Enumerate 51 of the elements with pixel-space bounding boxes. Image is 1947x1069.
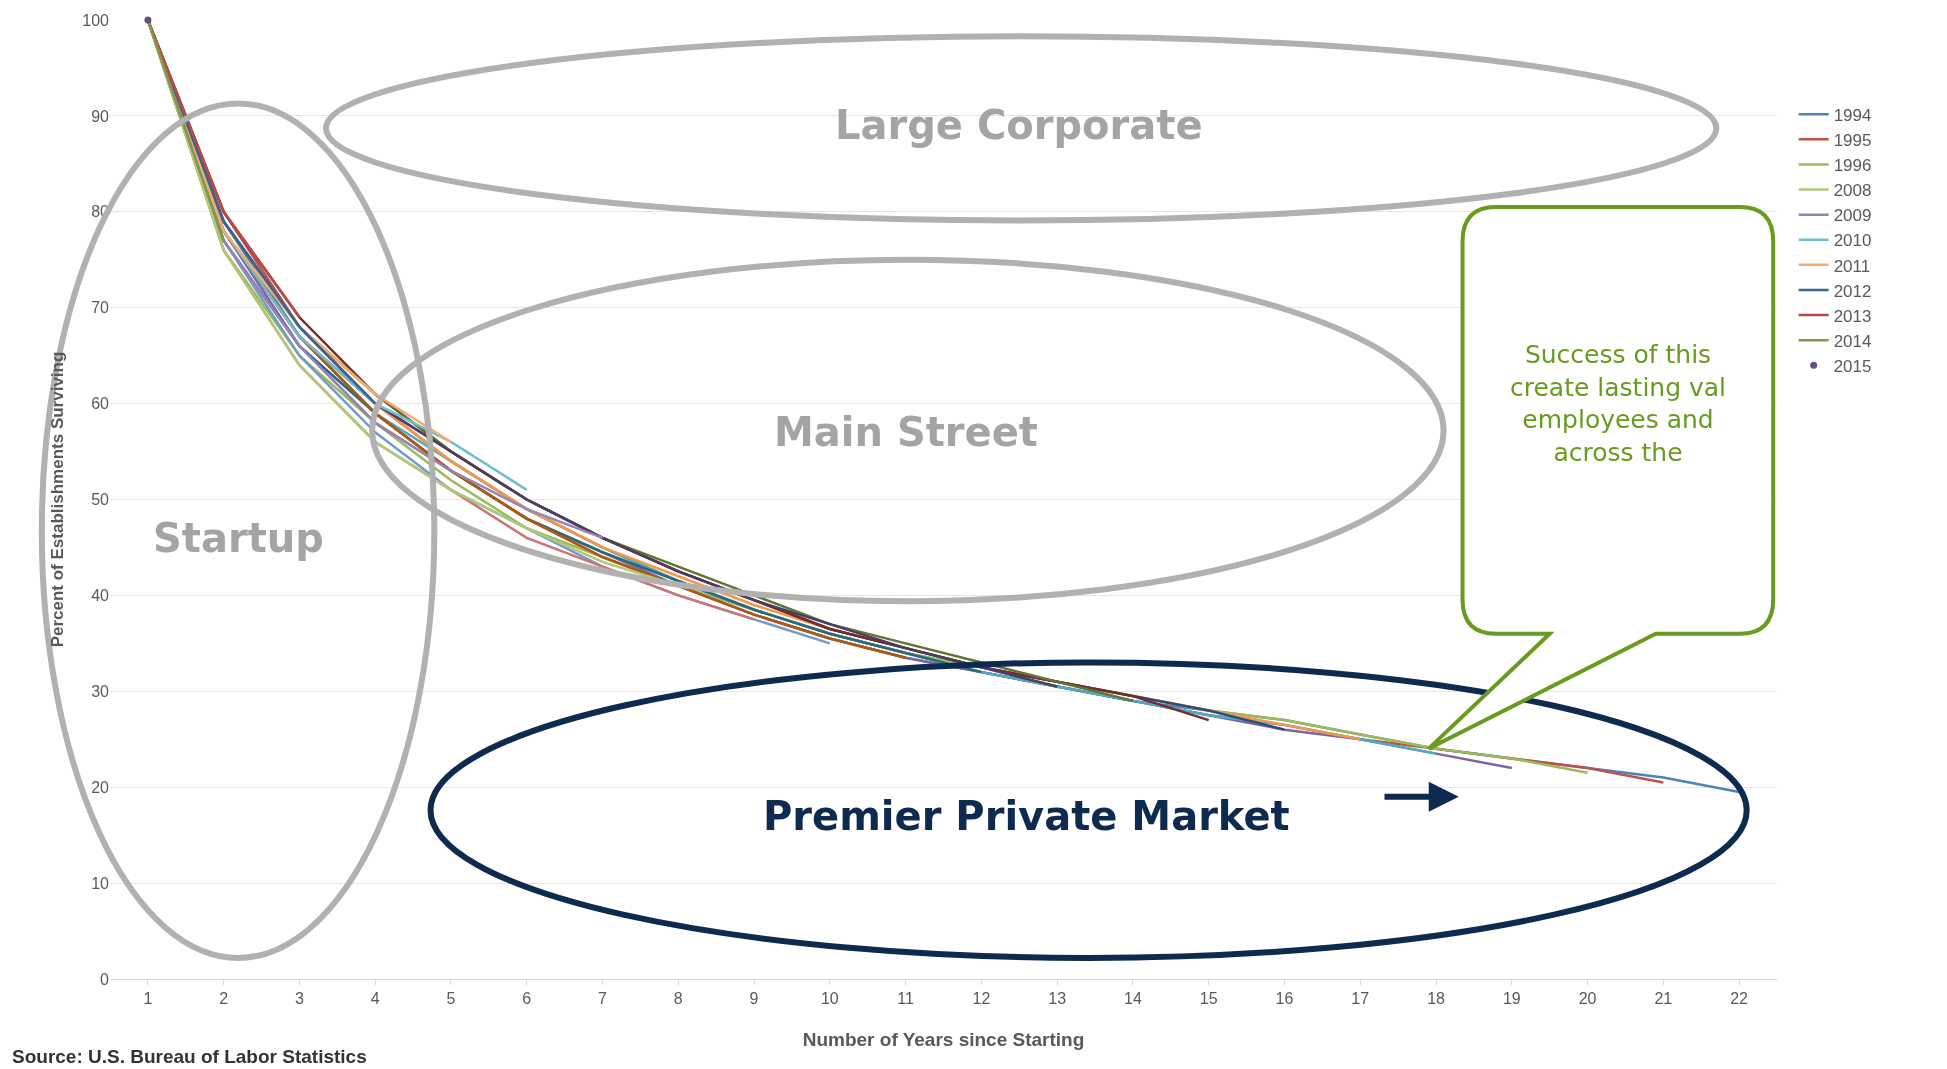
x-tick-label: 9 xyxy=(749,990,759,1008)
y-tick-label: 100 xyxy=(82,11,110,29)
x-axis-title: Number of Years since Starting xyxy=(802,1029,1085,1050)
legend-label: 2012 xyxy=(1833,281,1872,301)
y-axis-title: Percent of Establishments Surviving xyxy=(47,351,67,648)
x-tick-label: 22 xyxy=(1730,990,1749,1008)
x-tick-label: 7 xyxy=(598,990,608,1008)
legend-label: 2015 xyxy=(1833,356,1872,376)
x-tick-label: 16 xyxy=(1275,990,1294,1008)
legend-label: 2009 xyxy=(1833,206,1872,226)
x-tick-label: 15 xyxy=(1199,990,1218,1008)
y-tick-label: 50 xyxy=(91,491,110,509)
x-tick-label: 21 xyxy=(1654,990,1673,1008)
x-tick-label: 4 xyxy=(370,990,380,1008)
y-tick-label: 40 xyxy=(91,587,110,604)
source-note: Source: U.S. Bureau of Labor Statistics xyxy=(12,1046,367,1067)
y-tick-label: 20 xyxy=(91,778,110,796)
y-tick-label: 0 xyxy=(100,970,110,988)
y-tick-label: 70 xyxy=(91,299,110,317)
x-tick-label: 3 xyxy=(294,990,304,1008)
y-tick-label: 10 xyxy=(91,874,110,892)
x-tick-label: 5 xyxy=(446,990,456,1008)
x-tick-label: 20 xyxy=(1578,990,1597,1008)
annotation: Premier Private Market xyxy=(763,793,1290,839)
annotation: Large Corporate xyxy=(835,102,1203,148)
y-tick-label: 60 xyxy=(91,395,110,413)
legend-label: 2010 xyxy=(1833,231,1872,251)
y-tick-label: 30 xyxy=(91,682,110,700)
legend-label: 2011 xyxy=(1833,256,1871,276)
x-tick-label: 1 xyxy=(143,990,153,1008)
annotation: Startup xyxy=(153,515,324,561)
x-tick-label: 14 xyxy=(1124,990,1142,1008)
legend-label: 2008 xyxy=(1833,181,1872,201)
x-tick-label: 19 xyxy=(1502,990,1521,1008)
x-tick-label: 11 xyxy=(897,990,915,1008)
annotation: Success of this create lasting val employees and across the xyxy=(1510,340,1727,467)
x-tick-label: 10 xyxy=(820,990,839,1008)
x-tick-label: 18 xyxy=(1427,990,1446,1008)
legend-label: 1994 xyxy=(1833,105,1872,125)
x-tick-label: 8 xyxy=(673,990,683,1008)
legend-label: 2013 xyxy=(1833,306,1872,326)
x-tick-label: 6 xyxy=(522,990,532,1008)
legend-label: 1996 xyxy=(1833,156,1872,176)
y-tick-label: 90 xyxy=(91,107,110,125)
x-tick-label: 2 xyxy=(219,990,229,1008)
x-tick-label: 13 xyxy=(1048,990,1067,1008)
x-tick-label: 17 xyxy=(1351,990,1370,1008)
legend-label: 1995 xyxy=(1833,131,1872,150)
annotation: Main Street xyxy=(774,409,1038,455)
x-tick-label: 12 xyxy=(972,990,991,1008)
legend-label: 2014 xyxy=(1833,331,1872,351)
